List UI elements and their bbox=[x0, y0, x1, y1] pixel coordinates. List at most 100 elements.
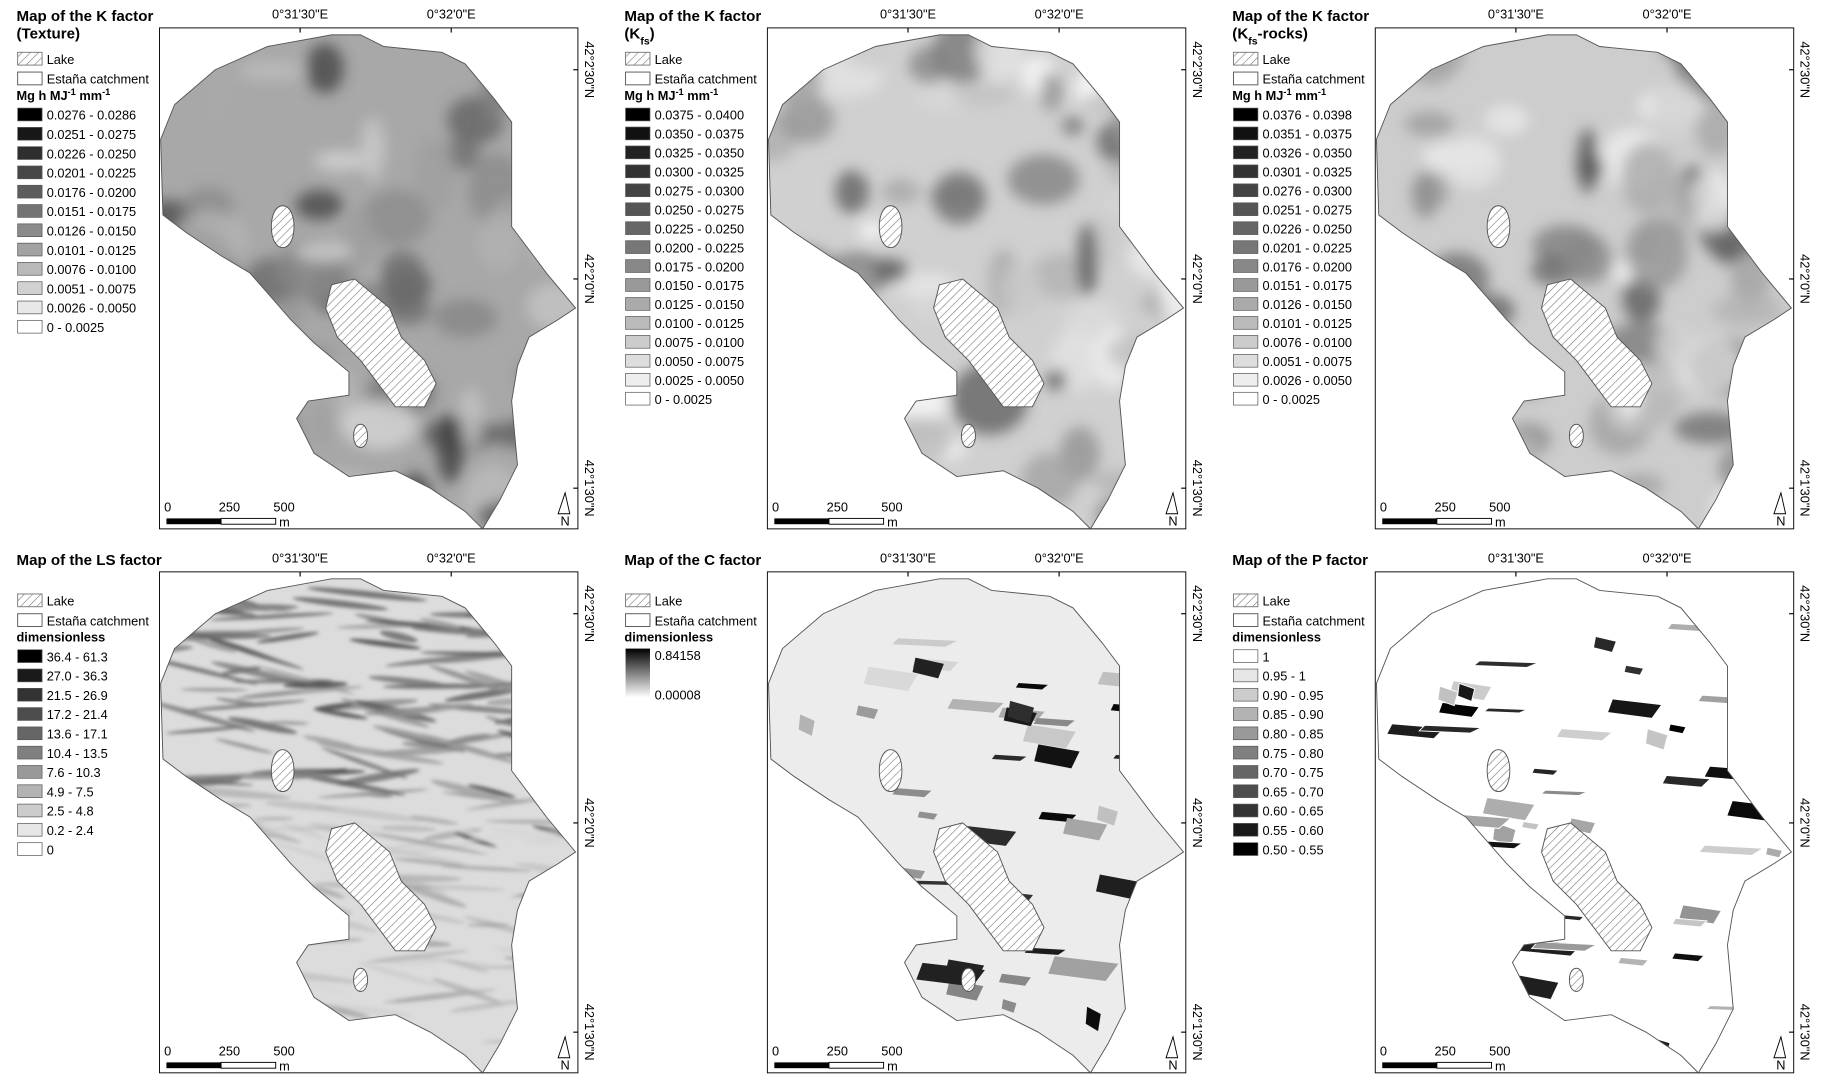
map-panel: Map of the K factor(Kfs)0°31'30"E0°32'0"… bbox=[624, 7, 1213, 538]
class-label: 0.0250 - 0.0275 bbox=[655, 202, 744, 217]
legend-label: Lake bbox=[655, 594, 683, 609]
unit-part: dimensionless bbox=[624, 630, 713, 645]
panel-subtitle: (Kfs-rocks) bbox=[1232, 25, 1308, 46]
class-swatch bbox=[18, 746, 42, 759]
class-label: 0.0100 - 0.0125 bbox=[655, 316, 744, 331]
texture-blob bbox=[1652, 78, 1699, 142]
lat-label: 42°2'0"N bbox=[582, 254, 597, 304]
scale-label: 500 bbox=[1489, 1043, 1510, 1058]
class-label: 0.0050 - 0.0075 bbox=[655, 354, 744, 369]
texture-blob bbox=[1000, 264, 1043, 316]
class-label: 0.0276 - 0.0300 bbox=[1263, 184, 1352, 199]
texture-blob bbox=[1412, 171, 1439, 218]
texture-blob bbox=[341, 207, 376, 281]
legend-unit: Mg h MJ-1 mm-1 bbox=[1232, 87, 1326, 103]
scale-label: 250 bbox=[827, 1043, 848, 1058]
class-swatch bbox=[1233, 222, 1257, 235]
lon-label: 0°32'0"E bbox=[1643, 7, 1692, 22]
class-label: 0.70 - 0.75 bbox=[1263, 765, 1324, 780]
scale-label: 0 bbox=[1380, 1043, 1387, 1058]
lon-label: 0°31'30"E bbox=[1488, 7, 1544, 22]
class-swatch bbox=[18, 708, 42, 721]
legend-label: Estaña catchment bbox=[655, 72, 758, 87]
class-label: 0.0300 - 0.0325 bbox=[655, 165, 744, 180]
class-swatch bbox=[1233, 146, 1257, 159]
class-label: 0.0376 - 0.0398 bbox=[1263, 108, 1352, 123]
class-swatch bbox=[626, 373, 650, 386]
class-swatch bbox=[18, 224, 42, 237]
texture-blob bbox=[1563, 234, 1611, 284]
lake-swatch bbox=[626, 52, 650, 65]
map-panel: Map of the C factor0°31'30"E0°32'0"E42°2… bbox=[624, 551, 1239, 1074]
class-swatch bbox=[1233, 766, 1257, 779]
legend-unit: dimensionless bbox=[624, 630, 713, 645]
lat-label: 42°1'30"N bbox=[582, 460, 597, 517]
class-label: 0.0226 - 0.0250 bbox=[47, 146, 136, 161]
scale-label: 250 bbox=[1435, 1043, 1456, 1058]
scale-label: 0 bbox=[772, 499, 779, 514]
class-label: 0.80 - 0.85 bbox=[1263, 727, 1324, 742]
class-label: 0.0101 - 0.0125 bbox=[1263, 316, 1352, 331]
texture-blob bbox=[306, 43, 344, 93]
lake-swatch bbox=[18, 52, 42, 65]
lon-label: 0°31'30"E bbox=[880, 551, 936, 566]
class-label: 0.0226 - 0.0250 bbox=[1263, 221, 1352, 236]
class-swatch bbox=[1233, 746, 1257, 759]
class-label: 17.2 - 21.4 bbox=[47, 707, 108, 722]
lat-label: 42°2'30"N bbox=[1190, 41, 1205, 98]
class-swatch bbox=[626, 241, 650, 254]
unit-part: -1 bbox=[675, 87, 683, 97]
class-label: 0.0026 - 0.0050 bbox=[1263, 373, 1352, 388]
texture-blob bbox=[1577, 128, 1598, 193]
scale-label: 250 bbox=[219, 1043, 240, 1058]
legend-unit: dimensionless bbox=[17, 630, 106, 645]
unit-part: -1 bbox=[1318, 87, 1326, 97]
subtitle-part: (Texture) bbox=[17, 25, 81, 42]
class-label: 0.0076 - 0.0100 bbox=[47, 262, 136, 277]
legend-label: Estaña catchment bbox=[47, 613, 150, 628]
lat-label: 42°2'0"N bbox=[1190, 254, 1205, 304]
catchment-swatch bbox=[626, 614, 650, 627]
lon-label: 0°31'30"E bbox=[1488, 551, 1544, 566]
class-label: 0.50 - 0.55 bbox=[1263, 842, 1324, 857]
class-swatch bbox=[626, 146, 650, 159]
texture-blob bbox=[361, 117, 385, 182]
texture-blob bbox=[314, 151, 368, 171]
class-swatch bbox=[1233, 669, 1257, 682]
unit-part: mm bbox=[684, 88, 710, 103]
class-label: 0.0251 - 0.0275 bbox=[1263, 202, 1352, 217]
texture-blob bbox=[1046, 370, 1067, 391]
class-swatch bbox=[18, 127, 42, 140]
class-label: 0 - 0.0025 bbox=[47, 320, 104, 335]
class-swatch bbox=[18, 282, 42, 295]
class-swatch bbox=[1233, 727, 1257, 740]
class-swatch bbox=[626, 222, 650, 235]
scale-bar-white bbox=[221, 1062, 276, 1068]
lake-swatch bbox=[1233, 594, 1257, 607]
lon-label: 0°32'0"E bbox=[427, 7, 476, 22]
class-label: 0.0076 - 0.0100 bbox=[1263, 335, 1352, 350]
class-swatch bbox=[18, 243, 42, 256]
class-label: 0.2 - 2.4 bbox=[47, 823, 94, 838]
north-label: N bbox=[1776, 513, 1785, 528]
unit-part: Mg h MJ bbox=[17, 88, 68, 103]
scale-unit: m bbox=[1495, 515, 1506, 530]
subtitle-part: -rocks) bbox=[1258, 25, 1308, 42]
class-label: 0.0126 - 0.0150 bbox=[1263, 297, 1352, 312]
unit-part: mm bbox=[1292, 88, 1318, 103]
texture-blob bbox=[1008, 155, 1080, 205]
class-swatch bbox=[18, 727, 42, 740]
class-swatch bbox=[1233, 298, 1257, 311]
class-swatch bbox=[18, 262, 42, 275]
class-swatch bbox=[1233, 203, 1257, 216]
class-swatch bbox=[1233, 260, 1257, 273]
lat-label: 42°1'30"N bbox=[1190, 460, 1205, 517]
catchment-swatch bbox=[1233, 72, 1257, 85]
texture-blob bbox=[1062, 117, 1084, 136]
class-label: 0.85 - 0.90 bbox=[1263, 707, 1324, 722]
lake-swatch bbox=[1233, 52, 1257, 65]
class-label: 2.5 - 4.8 bbox=[47, 804, 94, 819]
class-label: 0 - 0.0025 bbox=[655, 392, 713, 407]
class-swatch bbox=[18, 823, 42, 836]
legend-label: Estaña catchment bbox=[655, 613, 758, 628]
